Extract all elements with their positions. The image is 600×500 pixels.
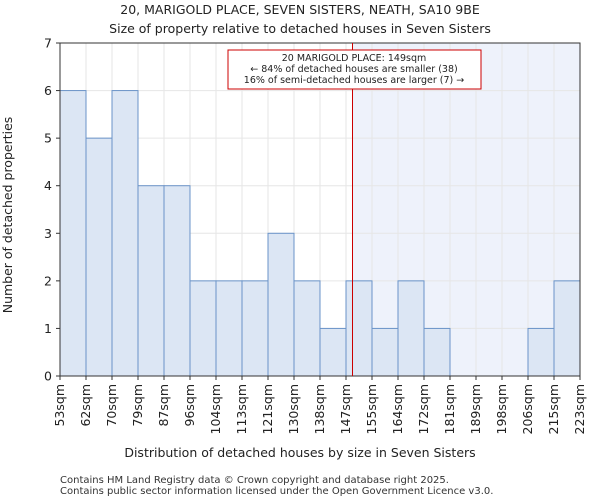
y-axis-ticks: 0 1 2 3 4 5 6 7 [44, 36, 60, 384]
bar-155sqm [371, 327, 399, 377]
x-tick-label: 189sqm [468, 384, 483, 434]
x-tick-label: 87sqm [156, 384, 171, 427]
y-tick-label: 3 [44, 226, 52, 241]
chart-title: 20, MARIGOLD PLACE, SEVEN SISTERS, NEATH… [120, 2, 480, 17]
footer-line-1: Contains HM Land Registry data © Crown c… [60, 475, 449, 486]
x-tick-label: 96sqm [182, 384, 197, 427]
bar-62sqm [85, 137, 113, 377]
bar-96sqm [189, 280, 217, 377]
x-tick-label: 206sqm [520, 384, 535, 434]
bar-113sqm [241, 280, 269, 377]
bar-206sqm [527, 327, 555, 377]
x-tick-label: 155sqm [364, 384, 379, 434]
footer-line-2: Contains public sector information licen… [60, 486, 493, 497]
y-tick-label: 2 [44, 273, 52, 288]
bar-79sqm [137, 185, 165, 377]
y-tick-label: 0 [44, 369, 52, 384]
y-tick-label: 1 [44, 321, 52, 336]
x-tick-label: 223sqm [572, 384, 587, 434]
annotation-line-2: ← 84% of detached houses are smaller (38… [250, 64, 457, 75]
x-tick-label: 104sqm [208, 384, 223, 434]
x-tick-label: 121sqm [260, 384, 275, 434]
x-axis-ticks: 53sqm 62sqm 70sqm 79sqm 87sqm 96sqm 104sqm 113s… [52, 376, 587, 434]
bar-164sqm [397, 280, 425, 377]
bar-104sqm [215, 280, 243, 377]
x-tick-label: 113sqm [234, 384, 249, 434]
x-tick-label: 70sqm [104, 384, 119, 427]
y-axis-label: Number of detached properties [0, 117, 15, 314]
x-tick-label: 147sqm [338, 384, 353, 434]
bar-87sqm [163, 185, 191, 377]
x-tick-label: 138sqm [312, 384, 327, 434]
y-tick-label: 7 [44, 36, 52, 51]
annotation-box: 20 MARIGOLD PLACE: 149sqm ← 84% of detac… [227, 49, 482, 90]
chart-subtitle: Size of property relative to detached ho… [109, 21, 491, 36]
x-tick-label: 62sqm [78, 384, 93, 427]
x-tick-label: 53sqm [52, 384, 67, 427]
y-tick-label: 4 [44, 178, 52, 193]
bar-215sqm [553, 280, 581, 377]
x-axis-label: Distribution of detached houses by size … [124, 445, 475, 460]
x-tick-label: 172sqm [416, 384, 431, 434]
x-tick-label: 181sqm [442, 384, 457, 434]
bar-130sqm [293, 280, 321, 377]
x-tick-label: 215sqm [546, 384, 561, 434]
y-tick-label: 5 [44, 131, 52, 146]
bar-147sqm [345, 280, 373, 377]
bar-70sqm [111, 90, 139, 377]
y-tick-label: 6 [44, 83, 52, 98]
bar-138sqm [319, 327, 347, 377]
shade-region [352, 43, 580, 376]
x-tick-label: 130sqm [286, 384, 301, 434]
x-tick-label: 198sqm [494, 384, 509, 434]
annotation-line-3: 16% of semi-detached houses are larger (… [244, 75, 464, 86]
x-tick-label: 164sqm [390, 384, 405, 434]
annotation-line-1: 20 MARIGOLD PLACE: 149sqm [282, 53, 426, 64]
bar-172sqm [423, 327, 451, 377]
bar-121sqm [267, 232, 295, 377]
annotation-frame [227, 49, 482, 90]
bar-53sqm [59, 90, 87, 377]
shaded-larger-region [352, 43, 580, 376]
x-tick-label: 79sqm [130, 384, 145, 427]
